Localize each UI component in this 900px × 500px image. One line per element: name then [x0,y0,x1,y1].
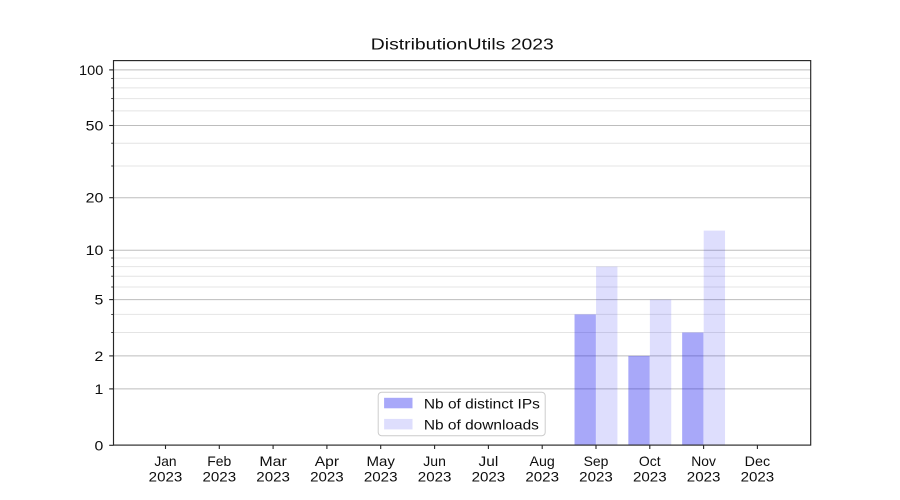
svg-text:Nb of downloads: Nb of downloads [424,416,539,432]
svg-text:2023: 2023 [687,468,721,484]
svg-text:Sep: Sep [584,453,609,469]
svg-text:10: 10 [86,242,104,258]
svg-text:Dec: Dec [745,453,770,469]
svg-text:2023: 2023 [472,468,506,484]
svg-text:2023: 2023 [310,468,344,484]
svg-text:2: 2 [95,348,104,364]
svg-text:Feb: Feb [207,453,231,469]
svg-text:5: 5 [95,292,104,308]
svg-text:2023: 2023 [418,468,452,484]
svg-text:20: 20 [86,190,104,206]
svg-text:Mar: Mar [259,453,287,469]
svg-text:50: 50 [86,117,104,133]
svg-text:2023: 2023 [525,468,559,484]
svg-text:2023: 2023 [633,468,667,484]
svg-text:Jul: Jul [479,453,499,469]
svg-text:1: 1 [95,381,104,397]
svg-text:2023: 2023 [149,468,183,484]
svg-text:2023: 2023 [203,468,237,484]
svg-text:DistributionUtils 2023: DistributionUtils 2023 [371,37,554,54]
svg-text:2023: 2023 [256,468,290,484]
svg-text:May: May [367,453,395,469]
svg-text:2023: 2023 [579,468,613,484]
svg-text:2023: 2023 [364,468,398,484]
svg-text:Jun: Jun [423,453,446,469]
svg-text:0: 0 [95,437,104,453]
svg-text:Jan: Jan [154,453,176,469]
svg-text:100: 100 [79,62,104,78]
svg-text:Nb of distinct IPs: Nb of distinct IPs [424,395,540,411]
svg-text:Oct: Oct [639,453,661,469]
svg-text:Aug: Aug [530,453,555,469]
svg-text:Apr: Apr [315,453,340,469]
svg-text:Nov: Nov [691,453,716,469]
svg-text:2023: 2023 [741,468,775,484]
